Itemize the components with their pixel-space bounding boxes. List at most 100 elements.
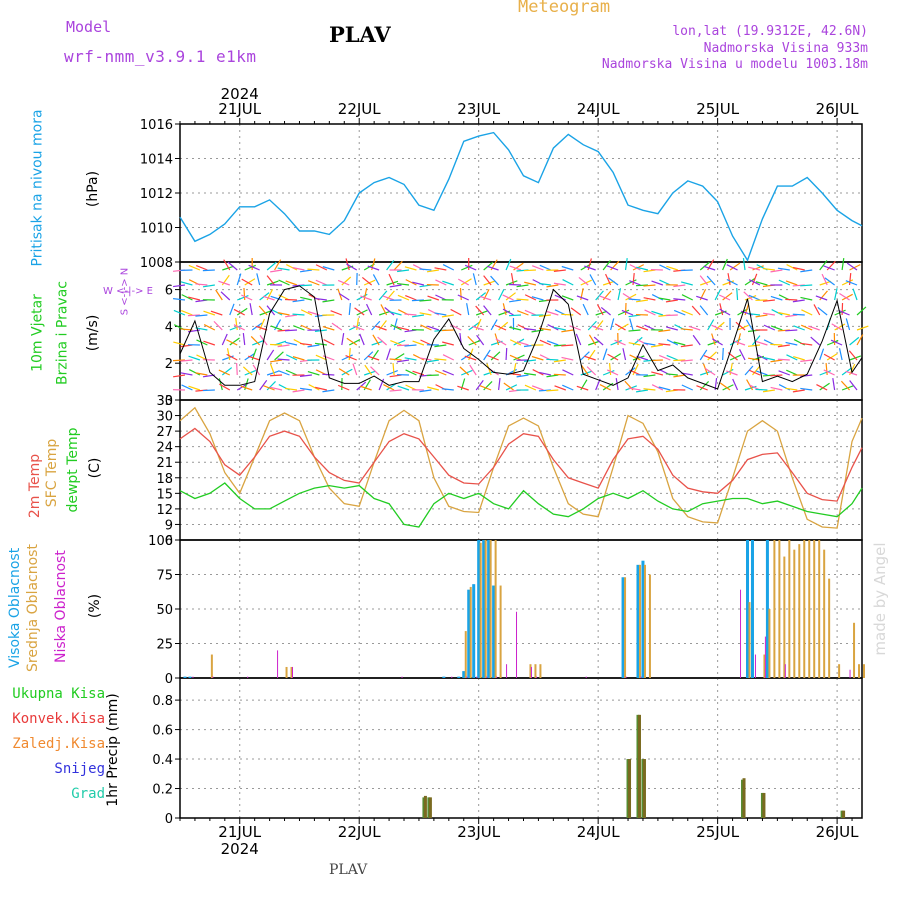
wind-arrow <box>602 370 615 376</box>
wind-arrow <box>524 281 537 286</box>
wind-arrow <box>632 355 645 361</box>
day-label-top: 21JUL <box>218 100 261 118</box>
wind-arrow <box>356 318 360 331</box>
wind-arrow <box>742 258 746 271</box>
wind-arrow <box>210 310 223 316</box>
wind-arrow <box>539 371 551 376</box>
wind-arrow <box>248 264 260 271</box>
wind-arrow <box>359 333 365 346</box>
wind-arrow <box>348 339 361 346</box>
wind-arrow <box>372 274 380 286</box>
wind-arrow <box>412 281 425 286</box>
wind-arrow <box>237 294 249 301</box>
cloud-bar-low <box>740 589 742 678</box>
wind-arrow <box>808 325 820 331</box>
wind-arrow <box>435 294 447 301</box>
wind-arrow <box>390 340 402 346</box>
wind-arrow <box>375 325 387 331</box>
wind-arrow <box>673 298 686 301</box>
wind-arrow <box>635 299 649 303</box>
wind-arrow <box>580 279 592 286</box>
wind-arrow <box>236 307 248 316</box>
wind-arrow <box>785 341 798 346</box>
precip-bar-conv <box>628 759 632 818</box>
wind-arrow <box>405 295 417 301</box>
wind-arrow <box>284 298 298 301</box>
wind-arrow <box>461 264 473 271</box>
y-tick-label: 0.6 <box>152 724 173 739</box>
wind-arrows <box>172 257 869 393</box>
wind-arrow <box>524 384 537 391</box>
wind-arrow <box>755 370 768 376</box>
wind-arrow <box>490 351 501 361</box>
wind-arrow <box>498 288 505 301</box>
wind-arrow <box>617 309 630 316</box>
wind-arrow <box>300 296 313 301</box>
wind-arrow <box>680 328 693 331</box>
year-label-bottom: 2024 <box>221 840 259 858</box>
wind-arrow <box>755 314 768 318</box>
wind-arrow <box>744 277 756 286</box>
wind-arrow <box>722 280 735 286</box>
wind-arrow <box>743 291 753 301</box>
wind-arrow <box>800 269 813 273</box>
wind-arrow <box>300 309 313 316</box>
wind-arrow <box>712 338 723 346</box>
wind-arrow <box>426 359 439 363</box>
wind-arrow <box>202 389 215 392</box>
wind-arrow <box>266 381 276 391</box>
wind-arrow <box>277 358 290 361</box>
wind-arrow <box>800 387 813 391</box>
wind-arrow <box>441 314 454 318</box>
cloud-bar-high <box>746 540 750 678</box>
wind-arrow <box>824 277 835 286</box>
wind-arrow <box>786 264 798 271</box>
wind-arrow <box>680 344 693 348</box>
cloud-bar-mid <box>210 654 213 678</box>
wind-arrow <box>322 266 335 271</box>
wind-arrow <box>673 284 686 288</box>
day-label-bottom: 26JUL <box>816 823 859 841</box>
wind-arrow <box>658 329 671 333</box>
cloud-bar-mid <box>643 564 646 678</box>
wind-arrow <box>352 363 358 376</box>
wind-arrow <box>561 295 574 301</box>
wind-arrow <box>404 313 417 316</box>
wind-arrow <box>762 299 775 302</box>
wind-arrow <box>553 326 566 331</box>
wind-arrow <box>475 379 484 391</box>
wind-arrow <box>270 295 283 301</box>
cloud-bar-low <box>192 676 194 678</box>
cloud-bar-low <box>754 654 756 678</box>
wind-arrow <box>513 354 525 361</box>
model-name: wrf-nmm_v3.9.1 e1km <box>64 47 257 66</box>
wind-arrow <box>852 288 858 301</box>
wind-arrow <box>426 374 439 377</box>
wind-arrow <box>785 298 798 301</box>
wind-arrow <box>532 369 544 376</box>
wind-arrow <box>823 369 835 376</box>
wind-arrow <box>751 273 758 286</box>
wind-arrow <box>411 314 425 318</box>
wind-arrow <box>341 276 352 286</box>
cloud-bar-mid <box>828 578 831 678</box>
wind-arrow <box>270 359 283 363</box>
wind-arrow <box>840 380 850 391</box>
wind-arrow <box>625 293 637 301</box>
wind-arrow <box>665 373 678 376</box>
wind-arrow <box>699 275 709 286</box>
wind-arrow <box>386 348 391 361</box>
wind-arrow <box>495 338 507 346</box>
wind-arrow <box>360 385 372 391</box>
wind-arrow <box>378 378 385 391</box>
wind-arrow <box>227 261 238 271</box>
wind-arrow <box>826 339 839 346</box>
wind-arrow <box>770 269 783 273</box>
cloud-bar-mid <box>464 631 467 678</box>
wind-arrow <box>256 273 261 286</box>
wind-arrow <box>427 295 440 301</box>
wind-arrow <box>770 325 783 331</box>
wind-arrow <box>270 374 283 377</box>
wind-arrow <box>315 386 327 391</box>
wind-arrow <box>427 386 440 391</box>
